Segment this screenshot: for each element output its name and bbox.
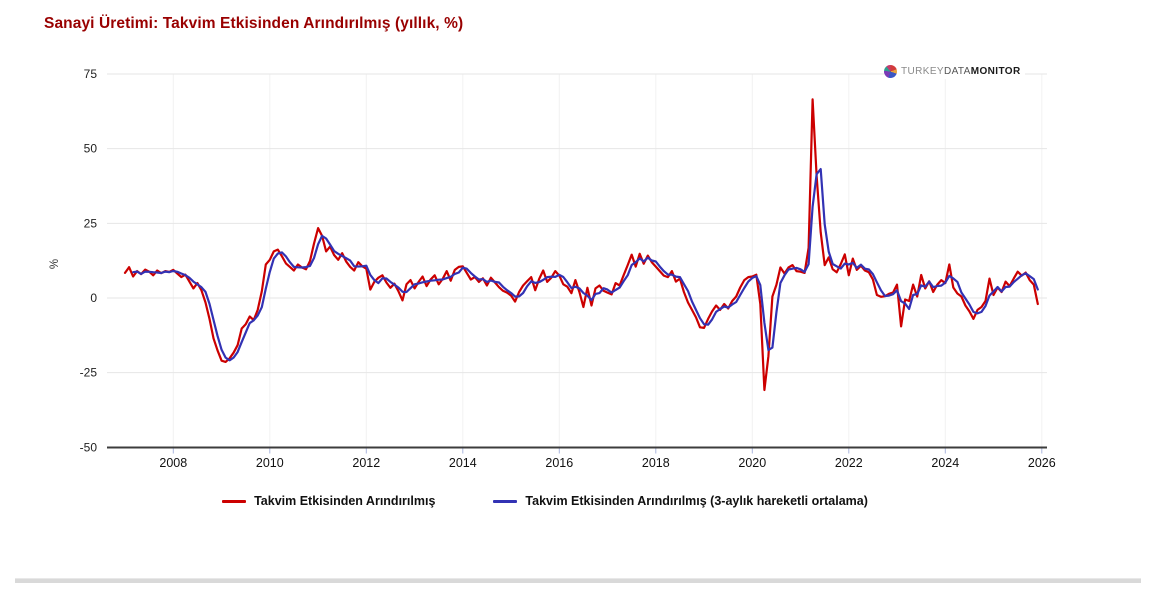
chart-plot-area: 2008 2010 2012 2014 2016 2018 2020 2022 2024 2026… — [49, 67, 1056, 470]
x-tick-label: 2012 — [352, 456, 380, 470]
brand-part-turkey: TURKEY — [901, 65, 944, 77]
x-tick-label: 2016 — [545, 456, 573, 470]
chart-legend: Takvim Etkisinden Arındırılmış Takvim Et… — [0, 494, 1090, 508]
red-series-line — [123, 98, 1039, 392]
x-tick-label: 2022 — [835, 456, 863, 470]
x-tick-label: 2010 — [256, 456, 284, 470]
brand-part-data: DATA — [943, 65, 971, 77]
x-tick-label: 2024 — [931, 456, 959, 470]
legend-label-series1: Takvim Etkisinden Arındırılmış — [254, 494, 436, 508]
pie-chart-logo-icon — [884, 64, 897, 78]
x-tick-label: 2008 — [159, 456, 187, 470]
y-tick-label: 50 — [84, 142, 98, 156]
brand-logo: TURKEYDATAMONITOR — [884, 63, 1025, 79]
bottom-divider — [15, 578, 1141, 583]
brand-logo-text: TURKEYDATAMONITOR — [901, 66, 1021, 77]
y-tick-label: 75 — [84, 67, 98, 81]
y-tick-label: -50 — [80, 440, 98, 454]
blue-series-line — [132, 168, 1039, 362]
y-tick-label: 25 — [84, 216, 98, 230]
y-axis-title: % — [49, 259, 61, 269]
legend-item-series1: Takvim Etkisinden Arındırılmış — [222, 494, 435, 508]
legend-label-series2: Takvim Etkisinden Arındırılmış (3-aylık … — [525, 494, 868, 508]
x-tick-label: 2014 — [449, 456, 477, 470]
legend-swatch-blue-line — [493, 499, 518, 503]
y-tick-label: 0 — [90, 291, 97, 305]
x-tick-label: 2026 — [1028, 456, 1056, 470]
brand-part-monitor: MONITOR — [970, 65, 1021, 77]
y-tick-label: -25 — [80, 366, 98, 380]
legend-swatch-red-line — [222, 499, 247, 503]
legend-item-series2: Takvim Etkisinden Arındırılmış (3-aylık … — [493, 494, 868, 508]
x-tick-label: 2018 — [642, 456, 670, 470]
x-tick-label: 2020 — [738, 456, 766, 470]
chart-title: Sanayi Üretimi: Takvim Etkisinden Arındı… — [44, 15, 464, 32]
